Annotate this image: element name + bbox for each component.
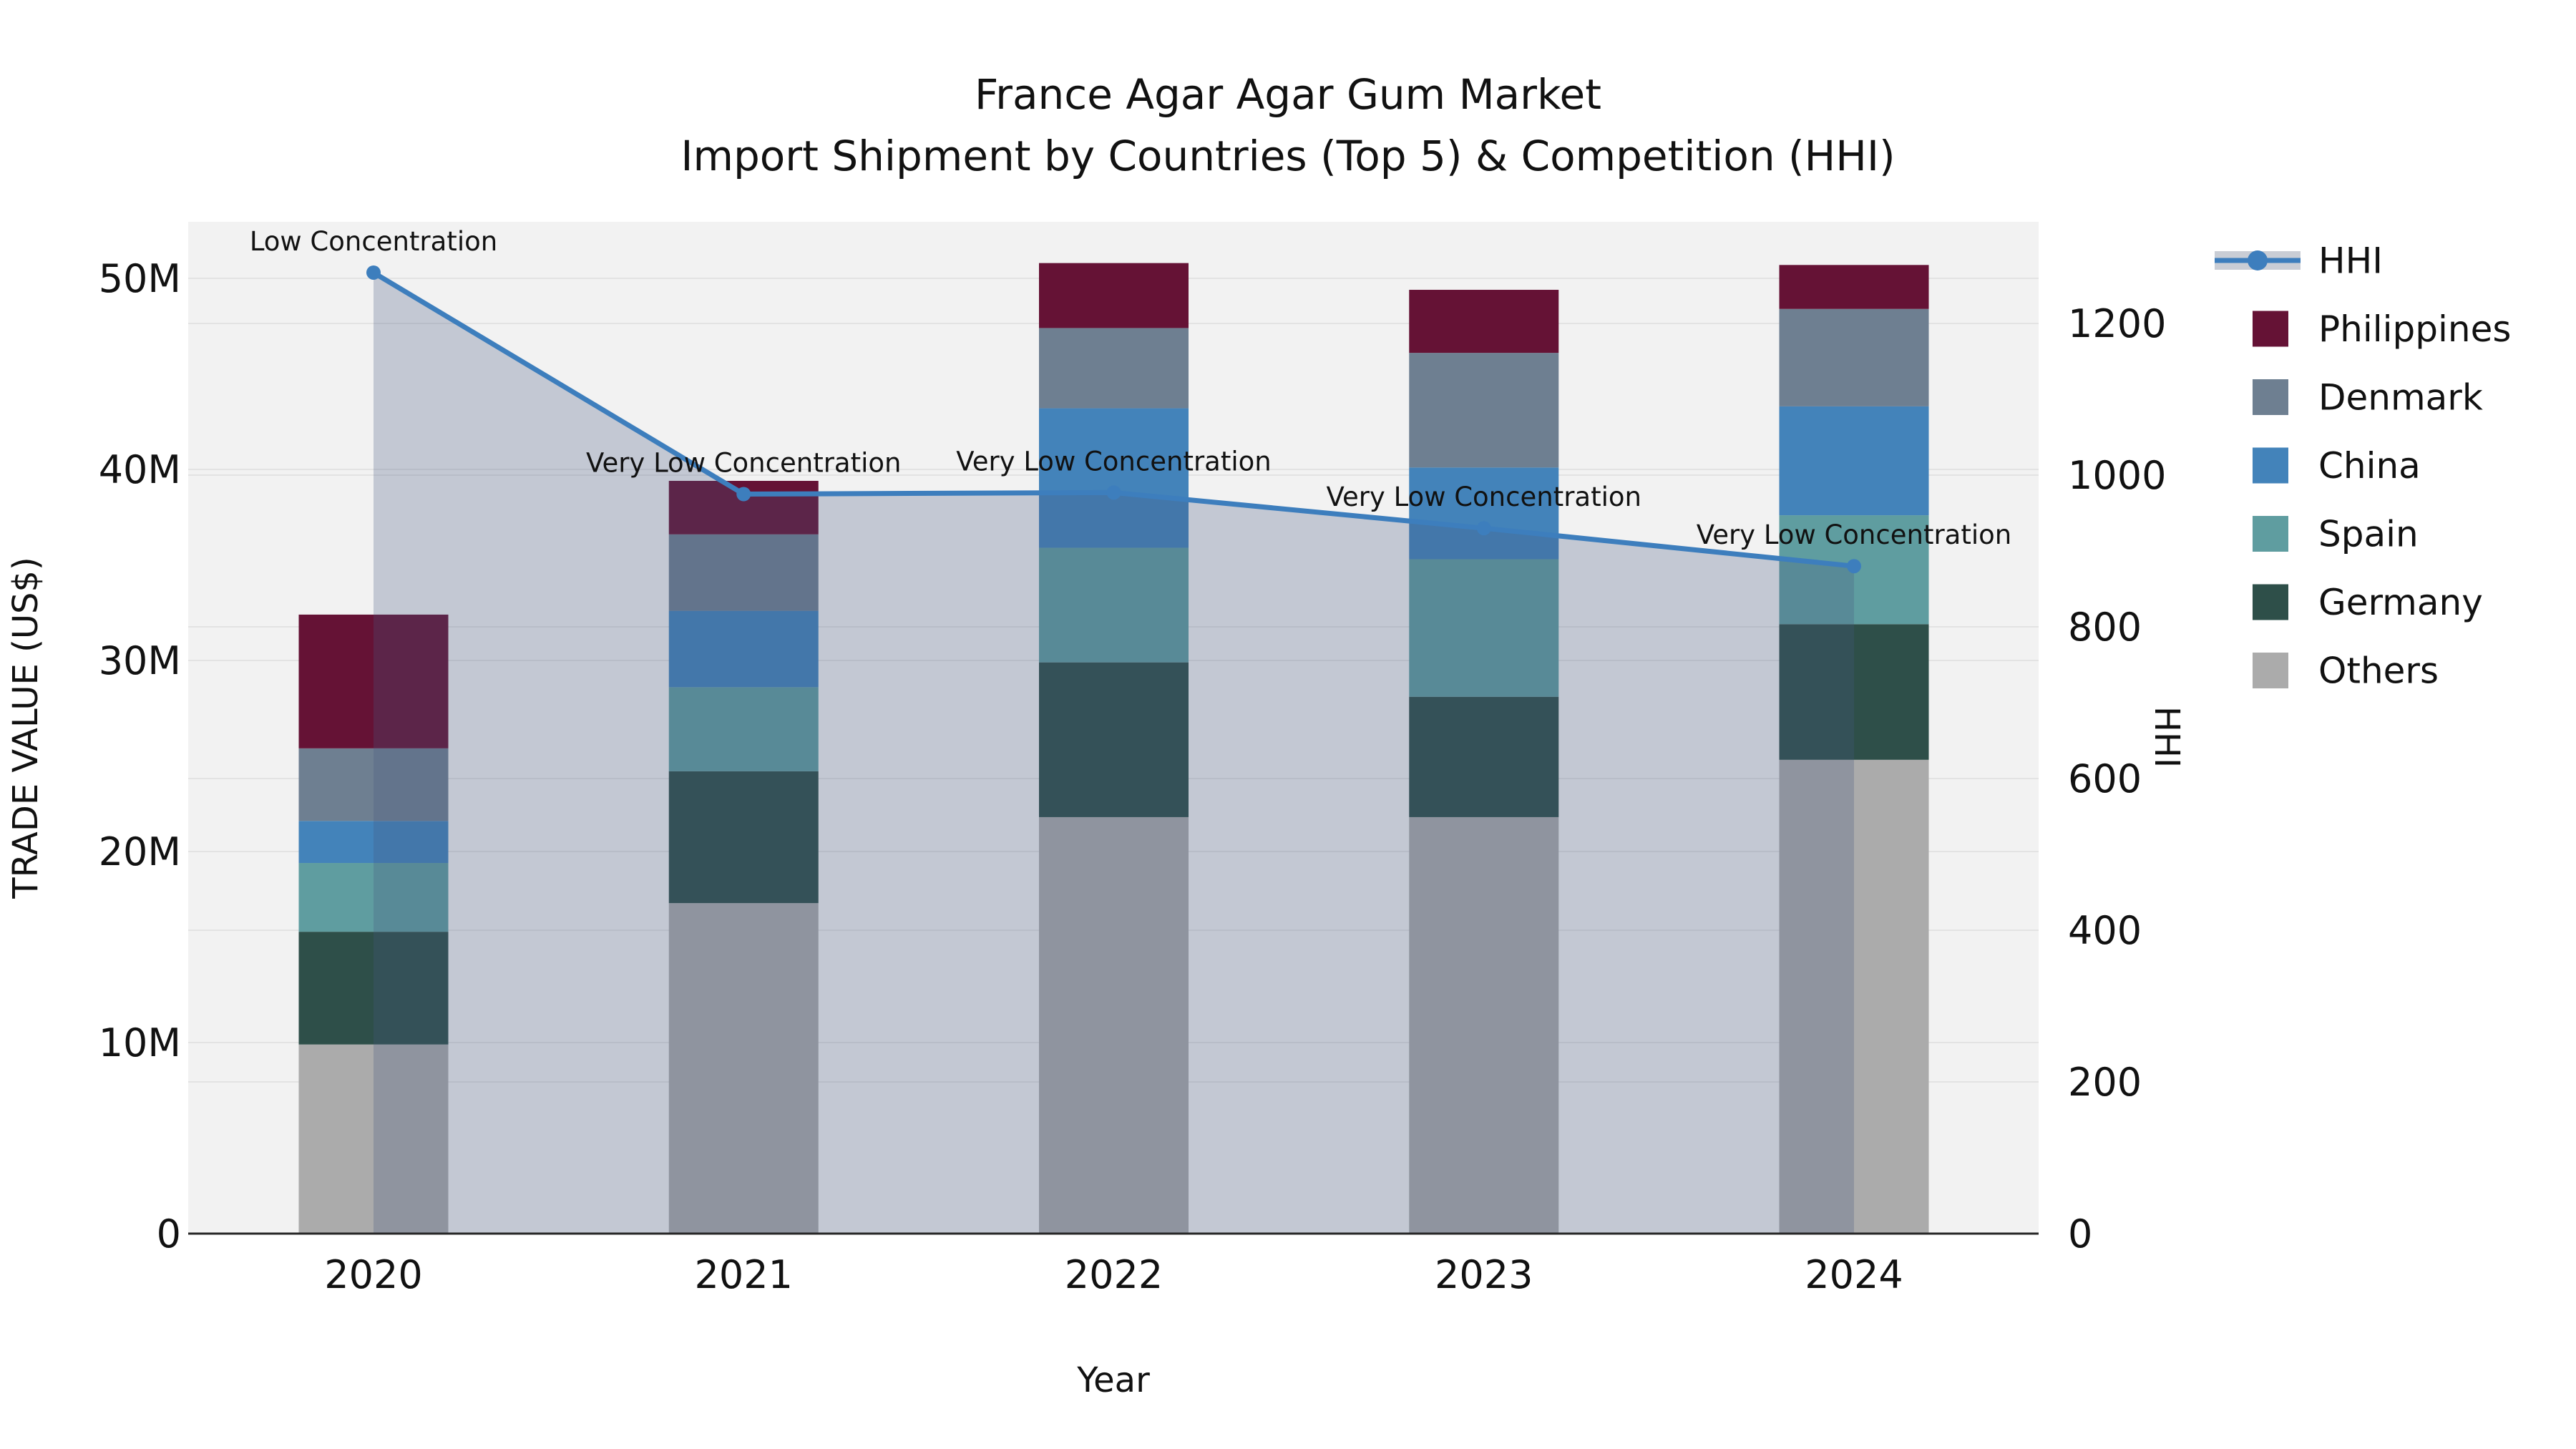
bar-segment-germany-2024 — [1779, 624, 1929, 760]
bar-segment-denmark-2024 — [1779, 308, 1929, 406]
bar-segment-philippines-2024 — [1779, 265, 1929, 309]
legend-label-others: Others — [2318, 650, 2439, 692]
bar-segment-denmark-2021 — [668, 534, 819, 611]
legend-label-germany: Germany — [2318, 582, 2483, 623]
bar-segment-china-2024 — [1779, 406, 1929, 516]
bar-segment-germany-2021 — [668, 771, 819, 904]
x-tick-2020: 2020 — [324, 1252, 422, 1297]
hhi-marker-2020 — [366, 265, 381, 280]
bar-segment-others-2022 — [1039, 816, 1189, 1234]
legend: HHI Philippines Denmark China Spain Germany Ot… — [2215, 240, 2511, 692]
legend-swatch-denmark — [2253, 379, 2288, 415]
legend-label-china: China — [2318, 445, 2421, 487]
hhi-marker-2023 — [1476, 521, 1491, 536]
y-right-tick-0: 0 — [2068, 1211, 2092, 1257]
y-left-tick-10M: 10M — [99, 1020, 181, 1065]
hhi-marker-2021 — [736, 487, 751, 502]
legend-swatch-philippines — [2253, 311, 2288, 347]
hhi-marker-2024 — [1847, 559, 1861, 574]
bar-segment-philippines-2020 — [298, 614, 449, 748]
bar-segment-spain-2023 — [1409, 559, 1559, 697]
y-left-tick-50M: 50M — [99, 256, 181, 301]
legend-label-denmark: Denmark — [2318, 377, 2483, 419]
bar-segment-germany-2020 — [298, 932, 449, 1045]
y-right-tick-1000: 1000 — [2068, 453, 2166, 498]
y-right-tick-400: 400 — [2068, 908, 2142, 953]
bar-segment-germany-2023 — [1409, 696, 1559, 817]
y-left-tick-30M: 30M — [99, 638, 181, 683]
bar-segment-china-2022 — [1039, 408, 1189, 548]
chart-title: France Agar Agar Gum Market — [975, 70, 1601, 119]
bar-segment-spain-2022 — [1039, 547, 1189, 663]
y-left-tick-0: 0 — [157, 1211, 181, 1257]
annotation-2024: Very Low Concentration — [1697, 519, 2011, 550]
bar-segment-spain-2020 — [298, 863, 449, 932]
legend-swatch-china — [2253, 447, 2288, 484]
legend-label-spain: Spain — [2318, 514, 2419, 555]
legend-swatch-germany — [2253, 584, 2288, 620]
legend-label-philippines: Philippines — [2318, 308, 2511, 350]
bar-segment-philippines-2022 — [1039, 263, 1189, 328]
y-left-axis-title: TRADE VALUE (US$) — [6, 557, 46, 899]
annotation-2021: Very Low Concentration — [586, 448, 901, 479]
y-left-tick-20M: 20M — [99, 829, 181, 874]
bar-segment-china-2020 — [298, 821, 449, 864]
y-left-tick-40M: 40M — [99, 447, 181, 492]
bar-segment-china-2021 — [668, 610, 819, 688]
legend-swatch-others — [2253, 653, 2288, 688]
bar-segment-germany-2022 — [1039, 662, 1189, 817]
legend-label-hhi: HHI — [2318, 240, 2383, 282]
x-tick-2022: 2022 — [1065, 1252, 1163, 1297]
hhi-area-fill — [374, 272, 1854, 1234]
bar-segment-denmark-2022 — [1039, 328, 1189, 409]
bar-segment-philippines-2023 — [1409, 290, 1559, 353]
bar-segment-others-2024 — [1779, 759, 1929, 1234]
y-right-tick-1200: 1200 — [2068, 301, 2166, 346]
y-right-tick-600: 600 — [2068, 756, 2142, 801]
bar-segment-others-2021 — [668, 903, 819, 1234]
y-right-axis-title: HHI — [2147, 706, 2187, 768]
annotation-2022: Very Low Concentration — [956, 446, 1271, 477]
plot-area: Low Concentration Very Low Concentration V… — [99, 222, 2166, 1297]
annotation-2020: Low Concentration — [250, 226, 497, 257]
legend-swatch-spain — [2253, 516, 2288, 552]
x-tick-2024: 2024 — [1805, 1252, 1903, 1297]
bar-segment-others-2020 — [298, 1044, 449, 1234]
x-axis-title: Year — [1076, 1360, 1150, 1400]
x-tick-2023: 2023 — [1435, 1252, 1533, 1297]
bar-segment-others-2023 — [1409, 816, 1559, 1234]
bar-segment-denmark-2020 — [298, 748, 449, 821]
y-right-tick-800: 800 — [2068, 605, 2142, 650]
chart-subtitle: Import Shipment by Countries (Top 5) & C… — [680, 132, 1895, 180]
bar-segment-denmark-2023 — [1409, 353, 1559, 468]
x-tick-2021: 2021 — [695, 1252, 793, 1297]
hhi-marker-2022 — [1106, 485, 1121, 500]
bar-segment-china-2023 — [1409, 467, 1559, 560]
annotation-2023: Very Low Concentration — [1327, 482, 1641, 512]
bar-segment-spain-2021 — [668, 687, 819, 771]
legend-hhi-marker — [2248, 250, 2268, 270]
y-right-tick-200: 200 — [2068, 1060, 2142, 1105]
